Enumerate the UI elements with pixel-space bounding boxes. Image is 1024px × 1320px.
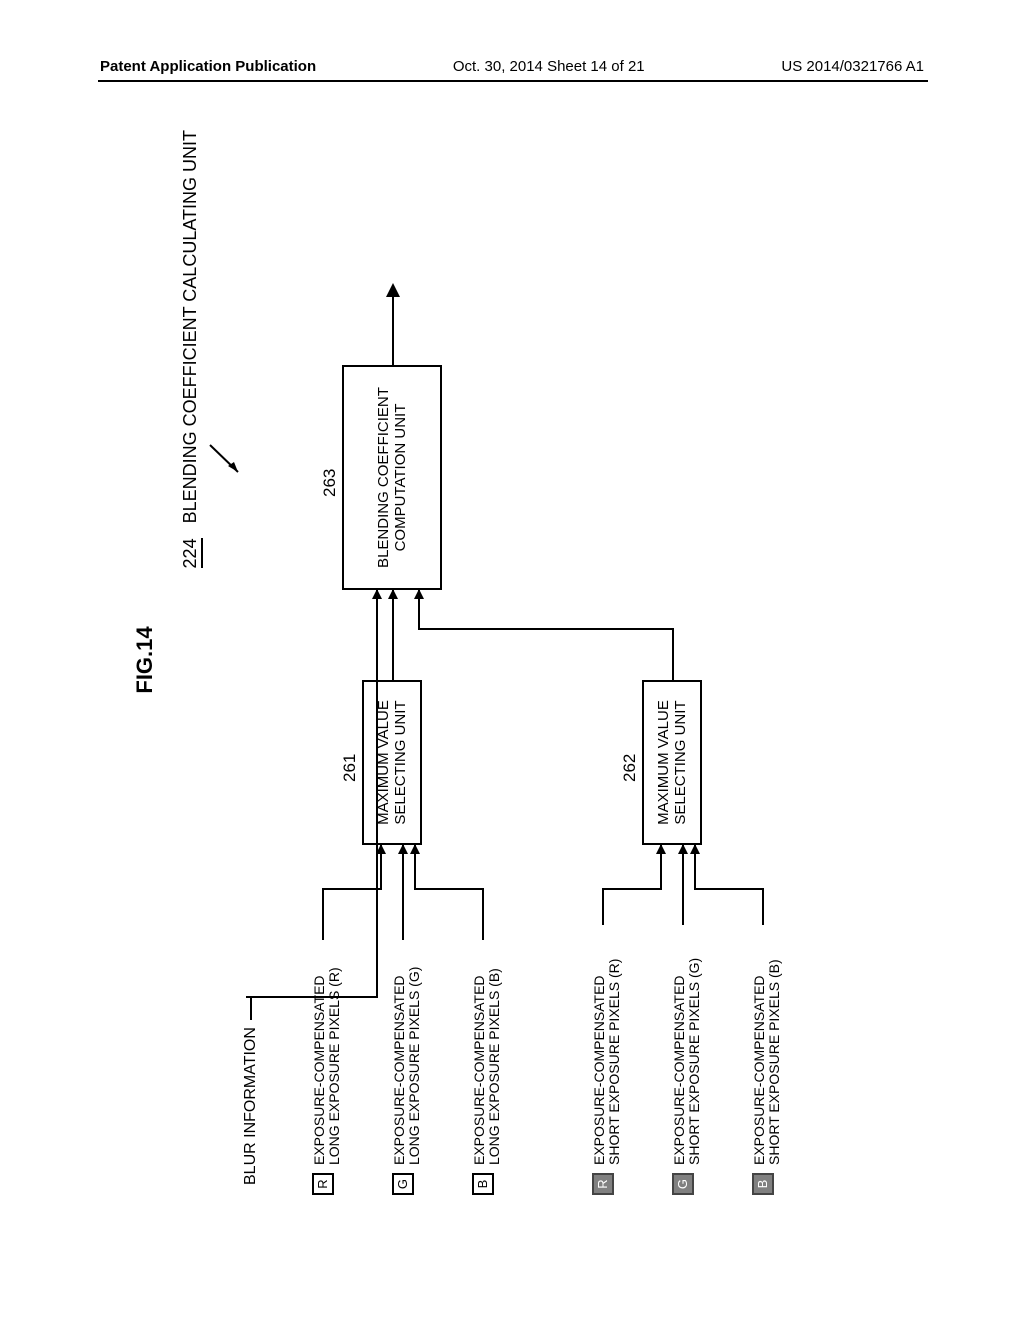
pixel-badge: G xyxy=(392,1173,414,1195)
wire-icon xyxy=(660,845,662,890)
pixel-l2: SHORT EXPOSURE PIXELS (R) xyxy=(606,959,622,1165)
pixel-l2: LONG EXPOSURE PIXELS (G) xyxy=(406,967,422,1165)
block-number: 262 xyxy=(620,754,640,782)
pixel-l1: EXPOSURE-COMPENSATED xyxy=(311,975,327,1165)
wire-icon xyxy=(402,845,404,940)
wire-icon xyxy=(250,998,252,1020)
pixel-badge: R xyxy=(312,1173,334,1195)
wire-icon xyxy=(482,890,484,940)
pixel-badge: G xyxy=(672,1173,694,1195)
diagram: FIG.14 224 BLENDING COEFFICIENT CALCULAT… xyxy=(162,110,862,1210)
wire-icon xyxy=(322,890,324,940)
figure-title: FIG.14 xyxy=(132,110,158,1210)
wire-icon xyxy=(322,888,380,890)
unit-number: 224 xyxy=(180,538,203,568)
wire-icon xyxy=(414,888,484,890)
block-l1: MAXIMUM VALUE xyxy=(375,700,392,825)
leader-arrow-icon xyxy=(208,440,248,480)
block-261: MAXIMUM VALUE SELECTING UNIT xyxy=(362,680,422,845)
pixel-l1: EXPOSURE-COMPENSATED xyxy=(391,975,407,1165)
wire-icon xyxy=(414,845,416,890)
pixel-label: EXPOSURE-COMPENSATED SHORT EXPOSURE PIXE… xyxy=(672,958,702,1165)
block-262: MAXIMUM VALUE SELECTING UNIT xyxy=(642,680,702,845)
pixel-l1: EXPOSURE-COMPENSATED xyxy=(751,975,767,1165)
pixel-label: EXPOSURE-COMPENSATED SHORT EXPOSURE PIXE… xyxy=(752,959,782,1165)
pixel-badge: R xyxy=(592,1173,614,1195)
unit-name: BLENDING COEFFICIENT CALCULATING UNIT xyxy=(180,130,201,523)
pixel-l1: EXPOSURE-COMPENSATED xyxy=(591,975,607,1165)
pixel-l2: LONG EXPOSURE PIXELS (R) xyxy=(326,967,342,1165)
wire-icon xyxy=(762,890,764,925)
pixel-l2: LONG EXPOSURE PIXELS (B) xyxy=(486,968,502,1165)
wire-icon xyxy=(682,845,684,925)
pixel-l2: SHORT EXPOSURE PIXELS (B) xyxy=(766,959,782,1165)
wire-icon xyxy=(380,845,382,890)
wire-icon xyxy=(672,630,674,680)
block-number: 261 xyxy=(340,754,360,782)
pixel-l1: EXPOSURE-COMPENSATED xyxy=(471,975,487,1165)
wire-icon xyxy=(602,888,660,890)
block-l1: MAXIMUM VALUE xyxy=(655,700,672,825)
pixel-l2: SHORT EXPOSURE PIXELS (G) xyxy=(686,958,702,1165)
unit-title: 224 BLENDING COEFFICIENT CALCULATING UNI… xyxy=(180,130,201,568)
wire-icon xyxy=(694,845,696,890)
block-263: BLENDING COEFFICIENT COMPUTATION UNIT xyxy=(342,365,442,590)
block-l2: SELECTING UNIT xyxy=(392,700,409,824)
blur-text: BLUR INFORMATION xyxy=(242,1027,259,1185)
block-l2: SELECTING UNIT xyxy=(672,700,689,824)
header-right: US 2014/0321766 A1 xyxy=(781,58,924,75)
pixel-badge: B xyxy=(472,1173,494,1195)
pixel-label: EXPOSURE-COMPENSATED SHORT EXPOSURE PIXE… xyxy=(592,959,622,1165)
header-left: Patent Application Publication xyxy=(100,58,316,75)
pixel-label: EXPOSURE-COMPENSATED LONG EXPOSURE PIXEL… xyxy=(392,967,422,1165)
blur-info-label: BLUR INFORMATION xyxy=(242,1027,260,1185)
block-l1: BLENDING COEFFICIENT xyxy=(375,387,392,568)
pixel-badge: B xyxy=(752,1173,774,1195)
pixel-label: EXPOSURE-COMPENSATED LONG EXPOSURE PIXEL… xyxy=(312,967,342,1165)
page-header: Patent Application Publication Oct. 30, … xyxy=(0,58,1024,75)
wire-icon xyxy=(418,590,420,630)
block-l2: COMPUTATION UNIT xyxy=(392,404,409,552)
pixel-label: EXPOSURE-COMPENSATED LONG EXPOSURE PIXEL… xyxy=(472,968,502,1165)
wire-icon xyxy=(418,628,674,630)
wire-icon xyxy=(392,590,394,680)
pixel-l1: EXPOSURE-COMPENSATED xyxy=(671,975,687,1165)
block-number: 263 xyxy=(320,469,340,497)
output-arrow-icon xyxy=(392,285,394,365)
wire-icon xyxy=(602,890,604,925)
header-center: Oct. 30, 2014 Sheet 14 of 21 xyxy=(453,58,645,75)
header-rule xyxy=(98,80,928,82)
wire-icon xyxy=(694,888,764,890)
